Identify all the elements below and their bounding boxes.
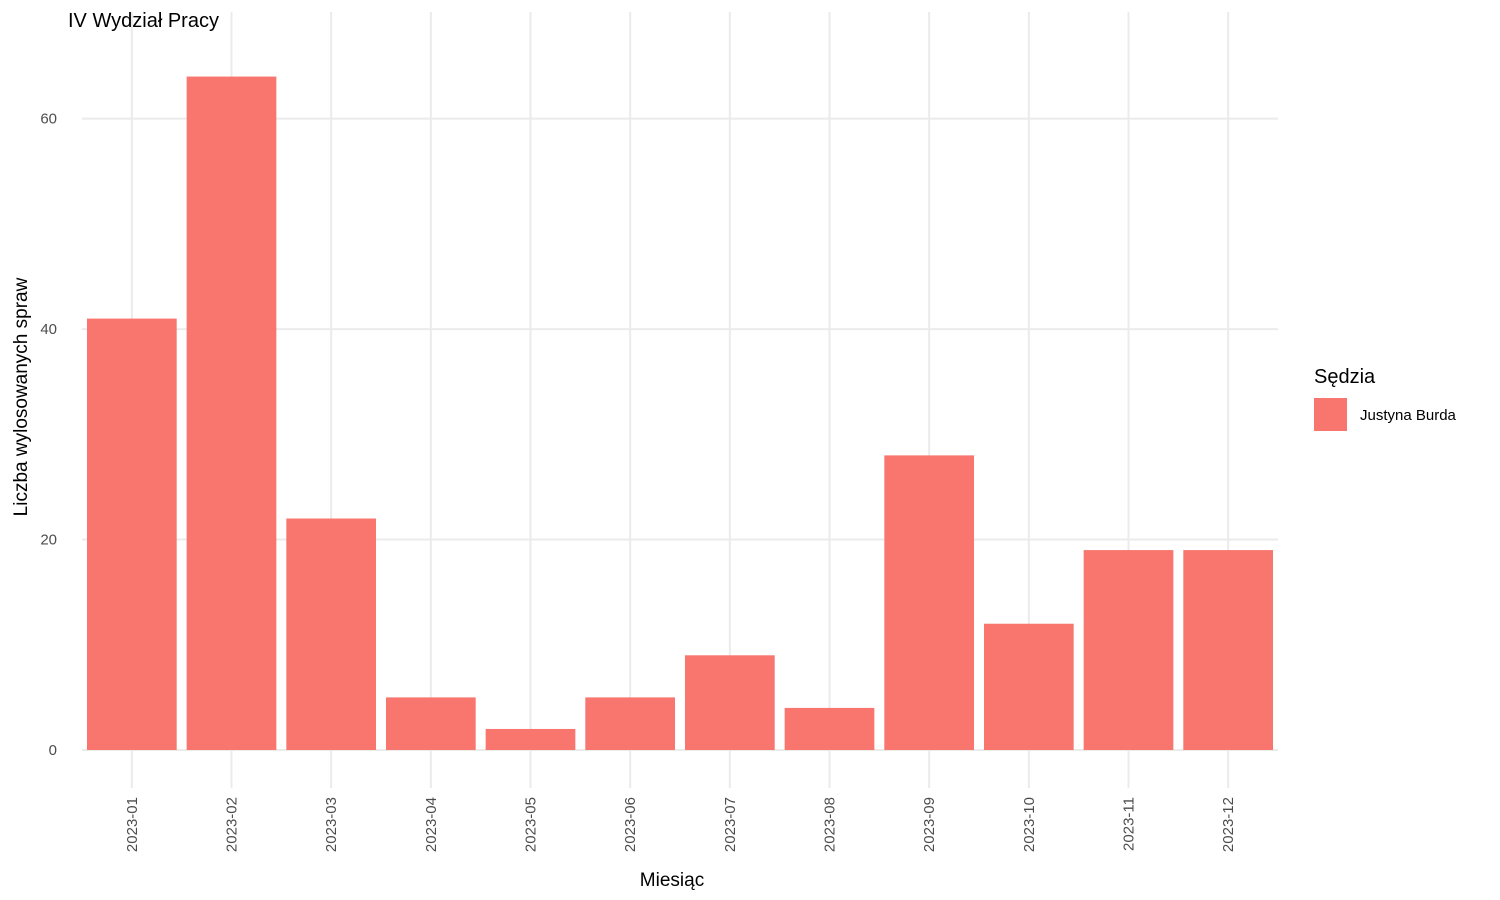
- y-axis-title: Liczba wylosowanych spraw: [11, 277, 32, 516]
- x-tick-label: 2023-07: [722, 797, 739, 852]
- chart-title: IV Wydział Pracy: [68, 10, 219, 32]
- bar: [784, 707, 875, 750]
- bar: [86, 318, 177, 750]
- x-tick-label: 2023-06: [622, 797, 639, 852]
- legend: Sędzia Justyna Burda: [1314, 366, 1457, 431]
- x-axis-title: Miesiąc: [640, 870, 704, 891]
- x-tick-label: 2023-09: [921, 797, 938, 852]
- y-axis-ticks: 0 20 40 60: [40, 111, 57, 759]
- bar: [585, 697, 676, 750]
- legend-label: Justyna Burda: [1360, 407, 1457, 424]
- legend-title: Sędzia: [1314, 366, 1376, 388]
- x-tick-label: 2023-03: [323, 797, 340, 852]
- x-tick-label: 2023-02: [224, 797, 241, 852]
- x-tick-label: 2023-11: [1121, 797, 1138, 851]
- x-tick-label: 2023-12: [1220, 797, 1237, 852]
- y-tick-label: 0: [49, 742, 57, 759]
- bar: [385, 697, 476, 750]
- bar: [1183, 550, 1274, 750]
- bars: [86, 76, 1274, 751]
- bar: [884, 455, 975, 750]
- bar: [485, 728, 576, 750]
- x-axis-ticks: 2023-01 2023-02 2023-03 2023-04 2023-05 2023-…: [124, 797, 1237, 852]
- x-tick-label: 2023-01: [124, 797, 141, 852]
- bar: [983, 623, 1074, 750]
- bar: [684, 655, 775, 750]
- x-tick-label: 2023-04: [423, 797, 440, 852]
- y-tick-label: 40: [40, 321, 57, 338]
- bar: [286, 518, 377, 750]
- bar: [186, 76, 277, 751]
- bar: [1083, 550, 1174, 750]
- y-tick-label: 20: [40, 532, 57, 549]
- y-tick-label: 60: [40, 111, 57, 128]
- legend-key: [1314, 398, 1347, 431]
- x-tick-label: 2023-08: [822, 797, 839, 852]
- x-tick-label: 2023-05: [523, 797, 540, 852]
- x-tick-label: 2023-10: [1021, 797, 1038, 852]
